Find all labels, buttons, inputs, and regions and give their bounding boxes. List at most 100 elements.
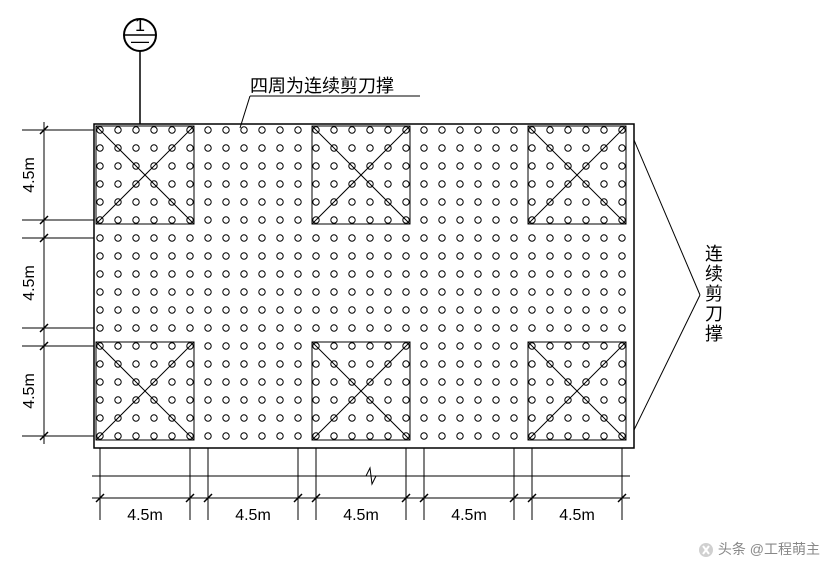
post-marker [349, 361, 355, 367]
post-marker [115, 253, 121, 259]
post-marker [187, 325, 193, 331]
post-marker [223, 433, 229, 439]
post-marker [277, 271, 283, 277]
post-marker [331, 253, 337, 259]
post-marker [475, 199, 481, 205]
post-marker [385, 217, 391, 223]
post-marker [223, 217, 229, 223]
post-marker [457, 163, 463, 169]
post-marker [187, 361, 193, 367]
post-marker [439, 325, 445, 331]
cross-brace-group [96, 126, 626, 440]
post-marker [259, 199, 265, 205]
post-marker [205, 271, 211, 277]
post-marker [547, 397, 553, 403]
post-marker [529, 271, 535, 277]
post-marker [493, 181, 499, 187]
post-marker [133, 235, 139, 241]
post-marker [133, 307, 139, 313]
post-marker [565, 217, 571, 223]
post-marker [583, 325, 589, 331]
post-marker [439, 379, 445, 385]
post-marker [511, 145, 517, 151]
post-marker [295, 253, 301, 259]
post-marker [583, 271, 589, 277]
post-marker [529, 199, 535, 205]
post-marker [475, 415, 481, 421]
post-marker [133, 253, 139, 259]
post-marker [331, 217, 337, 223]
post-marker [583, 415, 589, 421]
post-marker [457, 235, 463, 241]
post-marker [619, 235, 625, 241]
post-marker [583, 361, 589, 367]
post-marker [97, 415, 103, 421]
post-marker [511, 361, 517, 367]
post-marker [205, 307, 211, 313]
post-marker [259, 397, 265, 403]
post-marker [601, 307, 607, 313]
post-marker [511, 379, 517, 385]
post-marker [439, 271, 445, 277]
post-marker [367, 433, 373, 439]
post-marker [241, 271, 247, 277]
post-marker [439, 289, 445, 295]
post-marker [313, 271, 319, 277]
post-marker [457, 397, 463, 403]
post-marker [331, 289, 337, 295]
post-marker [115, 343, 121, 349]
post-marker [187, 163, 193, 169]
post-marker [565, 325, 571, 331]
post-marker [259, 217, 265, 223]
post-marker [475, 145, 481, 151]
post-marker [169, 253, 175, 259]
post-marker [241, 199, 247, 205]
post-marker [367, 217, 373, 223]
post-marker [511, 325, 517, 331]
post-marker [349, 145, 355, 151]
post-marker [187, 397, 193, 403]
post-marker [331, 235, 337, 241]
right-note-char: 剪 [705, 284, 723, 304]
post-marker [385, 253, 391, 259]
post-marker [133, 361, 139, 367]
post-marker [169, 289, 175, 295]
post-marker [133, 289, 139, 295]
post-marker [529, 379, 535, 385]
post-marker [241, 289, 247, 295]
post-marker [421, 199, 427, 205]
dim-label-left: 4.5m [21, 373, 38, 409]
post-marker [205, 379, 211, 385]
post-marker [169, 379, 175, 385]
post-marker [259, 415, 265, 421]
post-marker [493, 163, 499, 169]
post-marker [205, 163, 211, 169]
post-marker [295, 379, 301, 385]
post-marker [259, 127, 265, 133]
post-marker [205, 325, 211, 331]
post-marker [187, 307, 193, 313]
post-marker [169, 163, 175, 169]
post-marker [601, 397, 607, 403]
post-marker [511, 343, 517, 349]
post-marker [619, 397, 625, 403]
post-marker [331, 271, 337, 277]
post-marker [259, 433, 265, 439]
post-marker [583, 145, 589, 151]
post-marker [277, 361, 283, 367]
post-marker [457, 199, 463, 205]
post-marker [205, 361, 211, 367]
post-marker [313, 361, 319, 367]
post-marker [547, 235, 553, 241]
post-marker [493, 199, 499, 205]
post-marker [241, 433, 247, 439]
post-marker [241, 253, 247, 259]
post-marker [601, 235, 607, 241]
post-marker [619, 361, 625, 367]
post-marker [313, 379, 319, 385]
post-marker [439, 181, 445, 187]
post-marker [493, 343, 499, 349]
post-marker [97, 379, 103, 385]
post-marker [133, 415, 139, 421]
post-marker [259, 343, 265, 349]
